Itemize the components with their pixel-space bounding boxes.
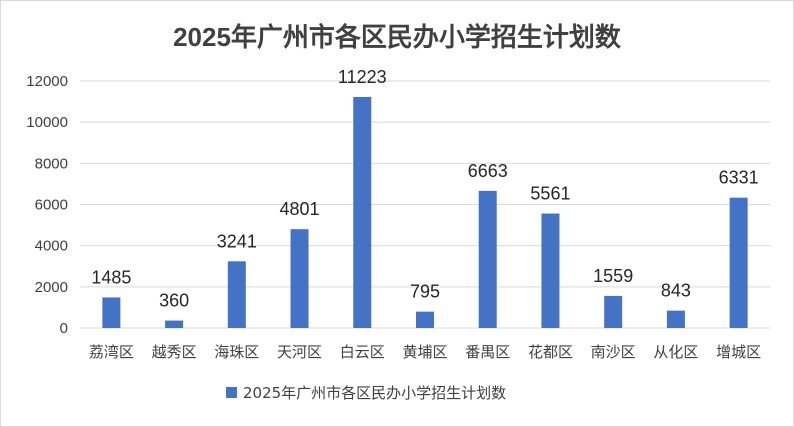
data-label: 360	[159, 291, 189, 311]
y-tick-label: 8000	[35, 155, 68, 172]
bar	[165, 320, 184, 328]
y-tick-label: 6000	[35, 197, 68, 214]
y-tick-label: 4000	[35, 238, 68, 255]
bar	[541, 213, 560, 328]
data-label: 11223	[338, 67, 387, 87]
x-category-label: 白云区	[340, 343, 385, 361]
y-tick-label: 0	[60, 320, 68, 337]
x-category-label: 花都区	[528, 343, 573, 361]
bar	[604, 295, 623, 328]
x-category-label: 番禺区	[465, 343, 510, 361]
legend-label: 2025年广州市各区民办小学招生计划数	[243, 384, 506, 402]
x-category-label: 天河区	[277, 343, 322, 361]
bar	[478, 190, 497, 328]
x-category-label: 南沙区	[591, 343, 636, 361]
gridlines	[80, 80, 770, 329]
bar	[227, 261, 246, 328]
x-category-label: 越秀区	[152, 343, 197, 361]
bar	[102, 297, 121, 328]
x-category-label: 荔湾区	[89, 343, 134, 361]
bars	[102, 96, 748, 328]
x-axis-categories: 荔湾区 越秀区 海珠区 天河区 白云区 黄埔区 番禺区 花都区 南沙区 从化区 增城区	[89, 343, 761, 361]
bar	[290, 229, 309, 328]
data-label: 6331	[719, 168, 759, 188]
x-category-label: 从化区	[653, 343, 698, 361]
legend-swatch	[226, 387, 237, 398]
data-label: 843	[661, 281, 691, 301]
data-label: 1485	[91, 267, 131, 287]
y-tick-label: 12000	[26, 73, 68, 90]
x-category-label: 黄埔区	[402, 343, 447, 361]
data-label: 5561	[530, 184, 570, 204]
y-tick-label: 10000	[26, 114, 68, 131]
data-label: 795	[410, 282, 440, 302]
data-label: 3241	[217, 231, 257, 251]
bar	[729, 197, 748, 328]
x-category-label: 增城区	[716, 343, 761, 361]
data-label: 6663	[468, 161, 508, 181]
data-label: 4801	[280, 199, 320, 219]
bar	[353, 96, 372, 328]
y-tick-label: 2000	[35, 279, 68, 296]
chart-title: 2025年广州市各区民办小学招生计划数	[173, 22, 622, 52]
legend: 2025年广州市各区民办小学招生计划数	[226, 384, 506, 402]
x-category-label: 海珠区	[214, 343, 259, 361]
data-labels: 1485 360 3241 4801 11223 795 6663 5561 1559 843 63…	[91, 67, 758, 311]
data-label: 1559	[593, 266, 633, 286]
bar	[666, 310, 685, 328]
y-axis-ticks: 0 2000 4000 6000 8000 10000 12000	[26, 73, 68, 337]
bar	[416, 311, 434, 328]
